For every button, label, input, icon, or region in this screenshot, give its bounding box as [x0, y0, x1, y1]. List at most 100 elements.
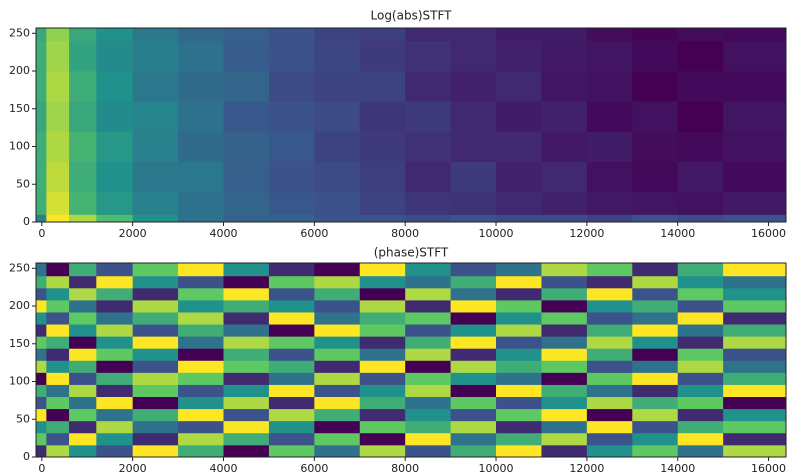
heat-cell: [677, 299, 724, 313]
heat-cell: [586, 360, 633, 373]
heat-cell: [723, 275, 787, 289]
heat-cell: [723, 299, 787, 313]
heat-cell: [586, 396, 633, 410]
heat-cell: [46, 444, 70, 458]
heat-cell: [36, 275, 47, 289]
heat-cell: [69, 71, 97, 102]
heat-cell: [450, 40, 497, 72]
heat-cell: [96, 40, 134, 72]
heat-cell: [36, 312, 47, 325]
heat-cell: [36, 432, 47, 446]
heat-cell: [223, 40, 270, 72]
heat-cell: [69, 408, 97, 422]
heat-cell: [405, 131, 452, 163]
x-tick-label: 8000: [391, 227, 419, 240]
heat-cell: [314, 161, 361, 193]
heat-cell: [450, 191, 497, 215]
heat-cell: [586, 444, 633, 458]
heat-cell: [632, 161, 679, 193]
heat-cell: [677, 40, 724, 72]
heat-cell: [268, 420, 315, 434]
x-tick-label: 2000: [119, 462, 147, 475]
heat-cell: [405, 432, 452, 446]
heat-cell: [178, 384, 224, 398]
heat-cell: [46, 432, 70, 446]
heat-cell: [586, 348, 633, 361]
heat-cell: [314, 28, 361, 42]
heat-cell: [132, 336, 179, 349]
heat-cell: [541, 161, 588, 193]
heat-cell: [541, 263, 588, 277]
heat-cell: [314, 131, 361, 163]
heat-cell: [632, 396, 679, 410]
heat-cell: [36, 287, 47, 301]
heat-cell: [96, 372, 134, 385]
heat-cell: [632, 336, 679, 349]
heat-cell: [496, 444, 542, 458]
heat-cell: [178, 131, 224, 163]
heat-cell: [314, 408, 361, 422]
heat-cell: [632, 432, 679, 446]
heat-cell: [132, 263, 179, 277]
heat-cell: [405, 324, 452, 337]
heat-cell: [268, 40, 315, 72]
heat-cell: [46, 324, 70, 337]
heat-cell: [178, 408, 224, 422]
heat-cell: [178, 360, 224, 373]
heat-cell: [359, 263, 406, 277]
heat-cell: [450, 408, 497, 422]
heat-cell: [96, 275, 134, 289]
heat-cell: [132, 28, 179, 42]
heat-cell: [450, 299, 497, 313]
heat-cell: [268, 287, 315, 301]
heat-cell: [314, 214, 361, 223]
heat-cell: [632, 408, 679, 422]
heat-cell: [632, 275, 679, 289]
y-tick-label: 100: [9, 375, 30, 388]
heat-cell: [268, 275, 315, 289]
y-tick-label: 200: [9, 299, 30, 312]
y-tick-label: 250: [9, 26, 30, 39]
heat-cell: [96, 287, 134, 301]
heat-cell: [96, 360, 134, 373]
heat-cell: [450, 287, 497, 301]
heat-cell: [223, 396, 270, 410]
heat-cell: [405, 396, 452, 410]
heat-cell: [268, 312, 315, 325]
heat-cell: [450, 396, 497, 410]
heat-cell: [359, 28, 406, 42]
heat-cell: [36, 360, 47, 373]
heat-cell: [178, 287, 224, 301]
heat-cell: [450, 312, 497, 325]
heat-cell: [677, 336, 724, 349]
heat-cell: [405, 161, 452, 193]
chart-title: (phase)STFT: [374, 246, 449, 260]
heat-cell: [541, 324, 588, 337]
heat-cell: [314, 191, 361, 215]
heat-cell: [36, 131, 47, 163]
heat-cell: [496, 348, 542, 361]
heat-cell: [723, 312, 787, 325]
heat-cell: [132, 275, 179, 289]
heat-cell: [223, 336, 270, 349]
heat-cell: [677, 408, 724, 422]
heat-cell: [405, 28, 452, 42]
heat-cell: [69, 28, 97, 42]
heat-cell: [46, 384, 70, 398]
heat-cell: [46, 40, 70, 72]
heat-cell: [677, 287, 724, 301]
heat-cell: [268, 396, 315, 410]
heat-cell: [359, 348, 406, 361]
heat-cell: [223, 263, 270, 277]
heat-cell: [586, 420, 633, 434]
heat-cell: [632, 71, 679, 102]
heat-cell: [96, 336, 134, 349]
heat-cell: [268, 161, 315, 193]
heat-cell: [586, 101, 633, 132]
heat-cell: [586, 28, 633, 42]
heat-cell: [69, 372, 97, 385]
heat-cell: [36, 71, 47, 102]
heat-cell: [178, 71, 224, 102]
heat-cell: [541, 101, 588, 132]
heat-cell: [132, 432, 179, 446]
